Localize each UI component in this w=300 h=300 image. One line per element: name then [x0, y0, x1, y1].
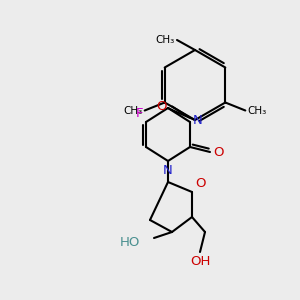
Text: O: O	[195, 177, 206, 190]
Text: O: O	[157, 100, 167, 113]
Text: CH₃: CH₃	[247, 106, 267, 116]
Text: CH₃: CH₃	[156, 35, 175, 45]
Text: N: N	[163, 164, 173, 177]
Text: OH: OH	[190, 255, 210, 268]
Text: HO: HO	[120, 236, 140, 248]
Text: N: N	[193, 115, 203, 128]
Text: CH₃: CH₃	[123, 106, 143, 116]
Text: O: O	[213, 146, 224, 158]
Text: F: F	[136, 107, 143, 120]
